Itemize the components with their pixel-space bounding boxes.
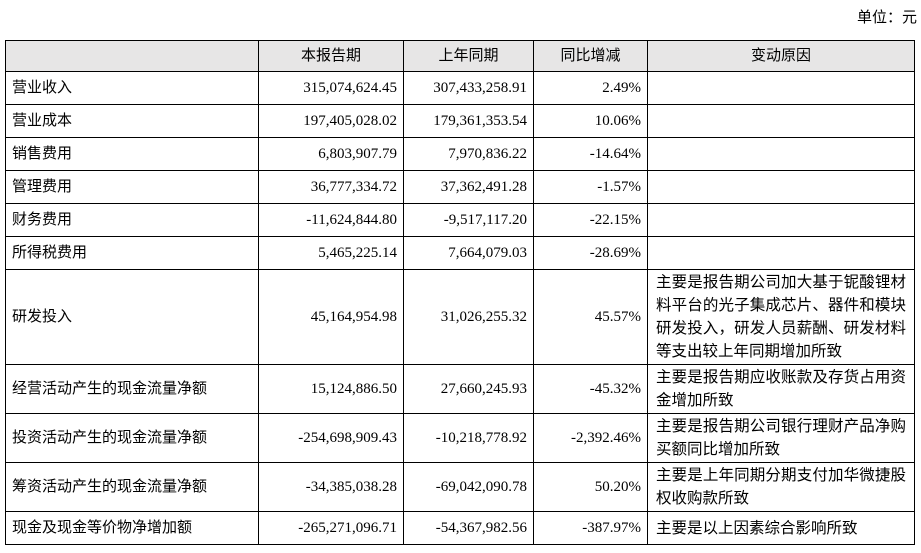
value-cell: 2.49% <box>533 71 648 105</box>
reason-cell: 主要是以上因素综合影响所致 <box>647 511 915 545</box>
value-cell: 10.06% <box>533 104 648 138</box>
value-cell: 31,026,255.32 <box>403 269 534 365</box>
value-cell: -265,271,096.71 <box>258 511 404 545</box>
header-row: 本报告期 上年同期 同比增减 变动原因 <box>5 40 915 72</box>
value-cell: 45.57% <box>533 269 648 365</box>
row-label: 投资活动产生的现金流量净额 <box>5 413 259 463</box>
table-row: 营业收入 315,074,624.45 307,433,258.91 2.49% <box>5 71 915 105</box>
finance-table: 本报告期 上年同期 同比增减 变动原因 营业收入 315,074,624.45 307,4… <box>5 40 915 545</box>
table-row: 所得税费用 5,465,225.14 7,664,079.03 -28.69% <box>5 236 915 270</box>
reason-cell: 主要是报告期公司银行理财产品净购买额同比增加所致 <box>647 413 915 463</box>
value-cell: -14.64% <box>533 137 648 171</box>
row-label: 财务费用 <box>5 203 259 237</box>
value-cell: -28.69% <box>533 236 648 270</box>
table-row: 投资活动产生的现金流量净额 -254,698,909.43 -10,218,778.… <box>5 413 915 463</box>
row-label: 筹资活动产生的现金流量净额 <box>5 462 259 512</box>
table-row: 现金及现金等价物净增加额 -265,271,096.71 -54,367,982.5… <box>5 511 915 545</box>
column-header: 上年同期 <box>403 40 534 72</box>
reason-cell: 主要是报告期公司加大基于铌酸锂材料平台的光子集成芯片、器件和模块研发投入，研发人… <box>647 269 915 365</box>
table-row: 筹资活动产生的现金流量净额 -34,385,038.28 -69,042,090.7… <box>5 462 915 512</box>
row-label: 现金及现金等价物净增加额 <box>5 511 259 545</box>
table-row: 销售费用 6,803,907.79 7,970,836.22 -14.64% <box>5 137 915 171</box>
column-header: 变动原因 <box>647 40 915 72</box>
column-header: 同比增减 <box>533 40 648 72</box>
reason-cell <box>647 203 915 237</box>
reason-cell <box>647 170 915 204</box>
value-cell: 27,660,245.93 <box>403 364 534 414</box>
value-cell: -254,698,909.43 <box>258 413 404 463</box>
value-cell: 15,124,886.50 <box>258 364 404 414</box>
row-label: 研发投入 <box>5 269 259 365</box>
value-cell: -45.32% <box>533 364 648 414</box>
reason-cell <box>647 71 915 105</box>
value-cell: -54,367,982.56 <box>403 511 534 545</box>
reason-cell: 主要是报告期应收账款及存货占用资金增加所致 <box>647 364 915 414</box>
value-cell: 179,361,353.54 <box>403 104 534 138</box>
value-cell: -69,042,090.78 <box>403 462 534 512</box>
table-row: 管理费用 36,777,334.72 37,362,491.28 -1.57% <box>5 170 915 204</box>
column-header: 本报告期 <box>258 40 404 72</box>
value-cell: 7,970,836.22 <box>403 137 534 171</box>
table-row: 营业成本 197,405,028.02 179,361,353.54 10.06% <box>5 104 915 138</box>
value-cell: -11,624,844.80 <box>258 203 404 237</box>
value-cell: 6,803,907.79 <box>258 137 404 171</box>
value-cell: 36,777,334.72 <box>258 170 404 204</box>
value-cell: -387.97% <box>533 511 648 545</box>
value-cell: -1.57% <box>533 170 648 204</box>
value-cell: 50.20% <box>533 462 648 512</box>
unit-label: 单位：元 <box>856 10 917 26</box>
table-row: 研发投入 45,164,954.98 31,026,255.32 45.57% 主要是报… <box>5 269 915 365</box>
value-cell: 5,465,225.14 <box>258 236 404 270</box>
reason-cell <box>647 236 915 270</box>
row-label: 所得税费用 <box>5 236 259 270</box>
value-cell: -22.15% <box>533 203 648 237</box>
value-cell: 315,074,624.45 <box>258 71 404 105</box>
value-cell: 197,405,028.02 <box>258 104 404 138</box>
value-cell: 37,362,491.28 <box>403 170 534 204</box>
table-row: 经营活动产生的现金流量净额 15,124,886.50 27,660,245.93-… <box>5 364 915 414</box>
row-label: 管理费用 <box>5 170 259 204</box>
value-cell: 307,433,258.91 <box>403 71 534 105</box>
row-label: 营业成本 <box>5 104 259 138</box>
table-row: 财务费用 -11,624,844.80 -9,517,117.20 -22.15% <box>5 203 915 237</box>
reason-cell: 主要是上年同期分期支付加华微捷股权收购款所致 <box>647 462 915 512</box>
row-label: 营业收入 <box>5 71 259 105</box>
value-cell: -9,517,117.20 <box>403 203 534 237</box>
reason-cell <box>647 104 915 138</box>
value-cell: -2,392.46% <box>533 413 648 463</box>
value-cell: -10,218,778.92 <box>403 413 534 463</box>
value-cell: 7,664,079.03 <box>403 236 534 270</box>
value-cell: -34,385,038.28 <box>258 462 404 512</box>
corner-cell <box>5 40 259 72</box>
row-label: 经营活动产生的现金流量净额 <box>5 364 259 414</box>
value-cell: 45,164,954.98 <box>258 269 404 365</box>
row-label: 销售费用 <box>5 137 259 171</box>
reason-cell <box>647 137 915 171</box>
